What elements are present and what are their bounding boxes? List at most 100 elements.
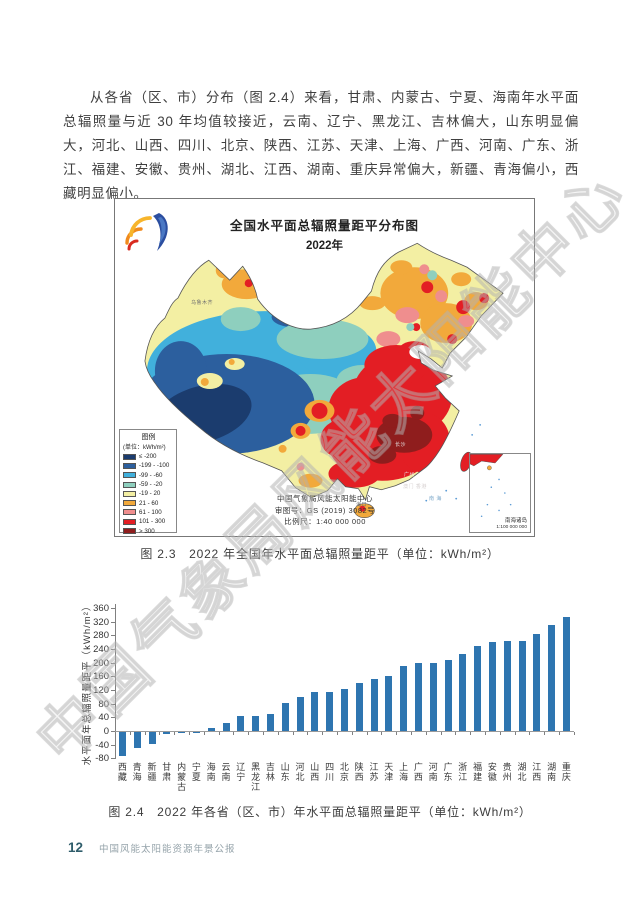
bar-湖北 xyxy=(518,640,526,731)
x-tick-mark xyxy=(411,732,412,735)
x-tick-mark xyxy=(529,732,531,735)
x-tick-mark xyxy=(174,732,176,735)
anomaly-bar-chart: 水平面年总辐照量距平（kWh/m²） 360 320 280 240 200 160 120… xyxy=(0,598,640,804)
footer-title: 中国风能太阳能资源年景公报 xyxy=(99,844,236,855)
legend-swatch xyxy=(123,509,136,516)
figure-2-4-caption: 图 2.4 2022 年各省（区、市）年水平面总辐照量距平（单位：kWh/m²） xyxy=(108,805,532,819)
bar-陕西 xyxy=(355,683,363,731)
bar-江苏 xyxy=(370,679,378,731)
y-tick-mark xyxy=(111,676,115,678)
map-legend: 图例 (单位：kWh/m²) ≤ -200 -199 - -100 -99 - -6… xyxy=(119,429,177,535)
y-tick-mark xyxy=(111,649,115,650)
bar-河北 xyxy=(296,696,304,731)
bar-上海 xyxy=(400,666,408,731)
y-tick-label: -40 xyxy=(95,739,109,751)
chart-zero-line xyxy=(115,731,574,732)
x-category-label: 天津 xyxy=(384,762,394,782)
x-category-label: 贵州 xyxy=(502,762,512,782)
x-category-label: 四川 xyxy=(325,762,335,782)
legend-swatch xyxy=(123,490,136,497)
x-category-label: 辽宁 xyxy=(236,762,246,782)
y-tick-label: 80 xyxy=(98,698,109,710)
bar-辽宁 xyxy=(237,716,245,731)
legend-label: 61 - 100 xyxy=(139,508,162,516)
x-tick-mark xyxy=(115,732,116,735)
x-category-label: 海南 xyxy=(206,762,216,782)
x-tick-mark xyxy=(189,732,190,735)
bar-西藏 xyxy=(118,732,126,756)
x-category-label: 宁夏 xyxy=(191,762,201,782)
legend-label: -59 - -20 xyxy=(139,481,163,489)
bar-云南 xyxy=(222,723,230,731)
y-tick-label: 0 xyxy=(103,726,109,737)
inset-scale: 1:100 000 000 xyxy=(496,525,527,530)
x-category-label: 青海 xyxy=(132,762,142,782)
bar-四川 xyxy=(326,692,334,731)
x-category-label: 陕西 xyxy=(354,762,364,782)
legend-label: ≤ -200 xyxy=(139,453,157,461)
x-category-label: 山东 xyxy=(280,762,290,782)
map-subtitle: 2022年 xyxy=(305,240,344,252)
x-tick-mark xyxy=(277,732,279,735)
x-tick-mark xyxy=(159,732,161,735)
x-category-label: 云南 xyxy=(221,762,231,782)
x-tick-mark xyxy=(218,732,220,735)
legend-item: -199 - -100 xyxy=(123,461,174,470)
bar-内蒙古 xyxy=(178,732,186,734)
x-category-label: 吉林 xyxy=(265,762,275,782)
bar-青海 xyxy=(133,732,141,748)
bar-福建 xyxy=(474,646,482,731)
x-tick-mark xyxy=(337,732,338,735)
cma-solar-center-logo xyxy=(125,213,168,251)
x-category-label: 浙江 xyxy=(458,762,468,782)
x-tick-mark xyxy=(366,732,368,735)
x-tick-mark xyxy=(485,732,486,735)
y-tick-label: 200 xyxy=(93,657,109,669)
bar-北京 xyxy=(340,689,348,731)
y-tick-mark xyxy=(111,744,115,746)
bar-贵州 xyxy=(503,640,511,731)
x-category-label: 西藏 xyxy=(117,762,127,782)
x-tick-mark xyxy=(322,732,324,735)
bar-广东 xyxy=(444,659,452,731)
bar-河南 xyxy=(429,662,437,731)
y-tick-label: 320 xyxy=(93,616,109,628)
y-tick-mark xyxy=(111,758,115,760)
x-tick-mark xyxy=(351,732,353,735)
x-tick-mark xyxy=(514,732,516,735)
city-label: 南 海 xyxy=(429,496,442,502)
legend-item: -19 - 20 xyxy=(123,489,174,498)
x-tick-mark xyxy=(307,732,309,735)
legend-swatch xyxy=(123,528,136,535)
x-tick-mark xyxy=(470,732,472,735)
map-title: 全国水平面总辐照量距平分布图 xyxy=(229,219,419,233)
south-china-sea-inset: 南海诸岛 1:100 000 000 xyxy=(469,453,531,533)
bar-海南 xyxy=(207,728,215,731)
bar-重庆 xyxy=(562,617,570,731)
bar-浙江 xyxy=(459,653,467,731)
legend-swatch xyxy=(123,462,136,469)
bar-甘肃 xyxy=(163,732,171,734)
y-tick-label: 40 xyxy=(98,712,109,724)
x-category-label: 河南 xyxy=(428,762,438,782)
x-tick-mark xyxy=(233,732,235,735)
legend-item: 61 - 100 xyxy=(123,508,174,517)
x-category-label: 甘肃 xyxy=(162,762,172,782)
body-paragraph: 从各省（区、市）分布（图 2.4）来看，甘肃、内蒙古、宁夏、海南年水平面总辐照量… xyxy=(63,90,579,201)
x-tick-mark xyxy=(573,732,575,735)
china-anomaly-map-figure: 全国水平面总辐照量距平分布图 2022年 图例 (单位：kWh/m²) ≤ -2… xyxy=(114,198,535,537)
city-label: 海口 xyxy=(356,502,368,508)
x-category-label: 广西 xyxy=(413,762,423,782)
bar-湖南 xyxy=(548,624,556,731)
bar-宁夏 xyxy=(192,732,200,733)
map-source-org: 中国气象局风能太阳能中心 xyxy=(277,494,373,503)
page-footer: 12 中国风能太阳能资源年景公报 xyxy=(68,840,236,855)
bar-天津 xyxy=(385,675,393,731)
x-category-label: 上海 xyxy=(399,762,409,782)
bar-山西 xyxy=(311,692,319,731)
legend-unit: (单位：kWh/m²) xyxy=(123,445,166,451)
x-category-label: 江苏 xyxy=(369,762,379,782)
y-tick-mark xyxy=(111,690,115,691)
y-tick-label: 360 xyxy=(93,603,109,614)
legend-label: 21 - 60 xyxy=(139,499,159,507)
